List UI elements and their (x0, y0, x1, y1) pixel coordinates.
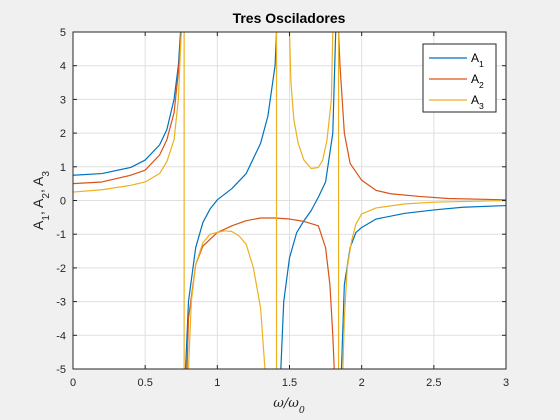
y-tick-label: 4 (60, 61, 66, 73)
x-tick-label: 1.5 (282, 377, 297, 389)
ticks: 0 0.5 1 1.5 2 2.5 3 -5 -4 -3 -2 -1 0 1 2 3 4 5 (56, 27, 509, 389)
legend-box (422, 43, 497, 113)
x-tick-label: 2 (359, 377, 365, 389)
x-tick-label: 0.5 (138, 377, 153, 389)
legend-label-2: A2 (471, 72, 484, 90)
x-axis-label: ω/ω0 (273, 396, 305, 416)
x-tick-label: 2.5 (426, 377, 441, 389)
data-lines (73, 32, 506, 369)
x-tick-label: 1 (214, 377, 220, 389)
x-tick-label: 3 (503, 377, 509, 389)
y-axis-label-text: A1, A2, A3 (30, 171, 52, 230)
y-tick-label: 5 (60, 27, 66, 39)
x-tick-label: 0 (70, 377, 76, 389)
y-tick-label: -4 (56, 330, 66, 342)
y-tick-label: 1 (60, 162, 66, 174)
y-tick-label: -3 (56, 297, 66, 309)
y-tick-label: 2 (60, 128, 66, 140)
y-tick-label: -5 (56, 364, 66, 376)
legend-label-1: A1 (471, 51, 484, 69)
legend[interactable]: A1 A2 A3 (422, 43, 497, 113)
y-tick-label: -2 (56, 263, 66, 275)
y-tick-label: -1 (56, 229, 66, 241)
x-axis-label-text: ω/ω0 (273, 396, 305, 416)
y-axis-label: A1, A2, A3 (30, 171, 52, 230)
y-tick-label: 3 (60, 94, 66, 106)
y-tick-label: 0 (60, 196, 66, 208)
series-line-1 (73, 32, 506, 369)
legend-label-3: A3 (471, 93, 484, 111)
series-line-3 (73, 32, 506, 369)
chart-title: Tres Osciladores (233, 10, 346, 26)
